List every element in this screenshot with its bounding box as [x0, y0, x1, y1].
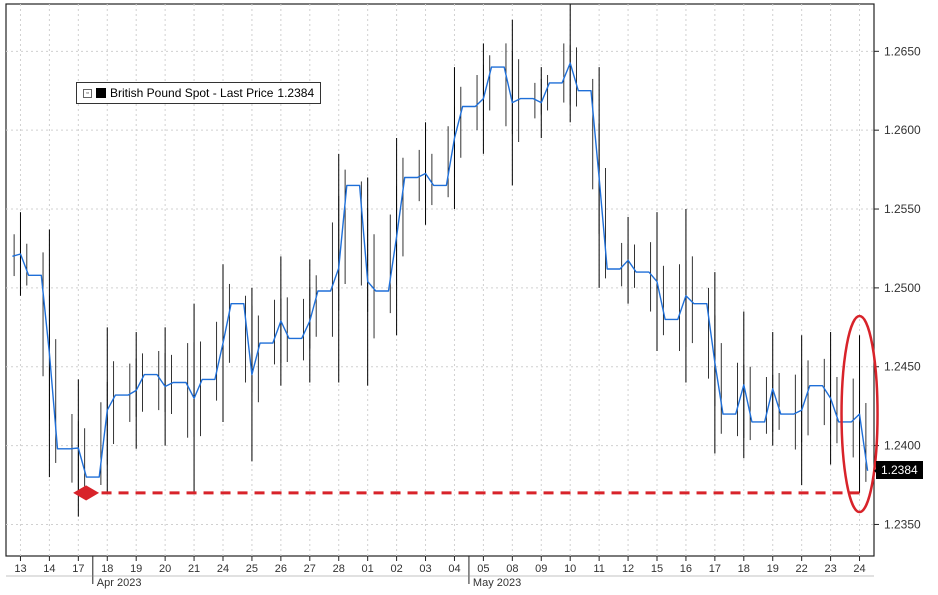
svg-text:10: 10	[564, 563, 576, 575]
svg-text:03: 03	[419, 563, 431, 575]
svg-text:15: 15	[651, 563, 663, 575]
svg-text:19: 19	[130, 563, 142, 575]
svg-text:1.2400: 1.2400	[884, 439, 921, 453]
svg-text:1.2450: 1.2450	[884, 360, 921, 374]
legend-swatch	[96, 88, 106, 98]
svg-text:24: 24	[853, 563, 865, 575]
chart-container: 1.2350 1.2400 1.2450 1.2500 1.2550 1.2600 1.26…	[0, 0, 938, 595]
svg-text:18: 18	[101, 563, 113, 575]
svg-text:13: 13	[14, 563, 26, 575]
last-price-marker: 1.2384	[876, 461, 923, 479]
chart-legend[interactable]: ▫ British Pound Spot - Last Price 1.2384	[76, 82, 321, 104]
svg-text:11: 11	[593, 563, 604, 575]
svg-text:16: 16	[680, 563, 692, 575]
svg-text:1.2500: 1.2500	[884, 281, 921, 295]
svg-text:1.2550: 1.2550	[884, 202, 921, 216]
legend-series-label: British Pound Spot - Last Price	[110, 86, 273, 100]
svg-text:28: 28	[333, 563, 345, 575]
svg-text:24: 24	[217, 563, 229, 575]
svg-text:1.2350: 1.2350	[884, 517, 921, 531]
svg-text:05: 05	[477, 563, 489, 575]
svg-text:1.2600: 1.2600	[884, 123, 921, 137]
svg-text:23: 23	[824, 563, 836, 575]
svg-text:14: 14	[43, 563, 55, 575]
svg-text:27: 27	[304, 563, 316, 575]
svg-text:1.2650: 1.2650	[884, 44, 921, 58]
svg-text:17: 17	[709, 563, 721, 575]
svg-text:20: 20	[159, 563, 171, 575]
legend-toggle-icon[interactable]: ▫	[83, 89, 92, 98]
svg-text:26: 26	[275, 563, 287, 575]
svg-text:18: 18	[738, 563, 750, 575]
svg-text:04: 04	[448, 563, 460, 575]
svg-text:17: 17	[72, 563, 84, 575]
svg-text:01: 01	[362, 563, 374, 575]
svg-text:12: 12	[622, 563, 634, 575]
svg-text:21: 21	[188, 563, 200, 575]
svg-text:08: 08	[506, 563, 518, 575]
svg-text:09: 09	[535, 563, 547, 575]
last-price-value: 1.2384	[881, 463, 918, 477]
svg-text:May 2023: May 2023	[473, 577, 521, 589]
svg-text:02: 02	[390, 563, 402, 575]
legend-series-value: 1.2384	[277, 86, 314, 100]
svg-text:22: 22	[796, 563, 808, 575]
svg-text:19: 19	[767, 563, 779, 575]
svg-text:25: 25	[246, 563, 258, 575]
svg-text:Apr 2023: Apr 2023	[97, 577, 142, 589]
